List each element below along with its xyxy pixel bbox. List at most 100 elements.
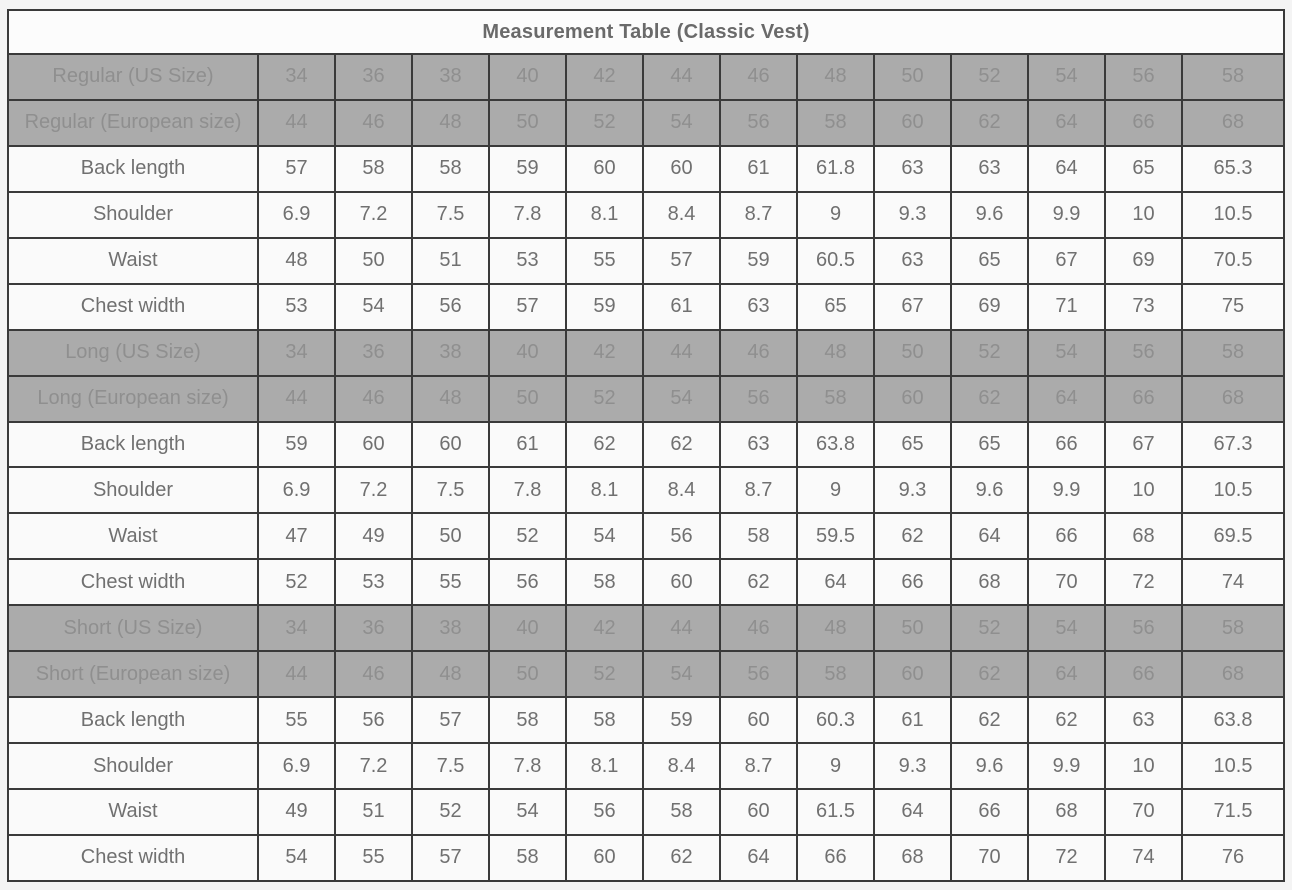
measurement-cell: 57: [411, 833, 490, 883]
measurement-cell: 46: [334, 650, 413, 699]
measurement-cell: 66: [1027, 512, 1106, 561]
measurement-cell: 66: [1104, 650, 1183, 699]
measurement-table: Measurement Table (Classic Vest) Regular…: [7, 9, 1285, 883]
measurement-cell: 9: [796, 190, 875, 239]
measurement-row: Chest width 53 54 56 57 59 61 63 65 67 69 71 73 75: [7, 282, 1285, 331]
measurement-cell: 59: [719, 236, 798, 285]
measurement-cell: 53: [334, 558, 413, 607]
measurement-cell: 7.5: [411, 466, 490, 515]
measurement-cell: 58: [796, 650, 875, 699]
measurement-row: Waist 47 49 50 52 54 56 58 59.5 62 64 66 68 69.5: [7, 512, 1285, 561]
measurement-cell: 58: [719, 512, 798, 561]
measurement-cell: 54: [1027, 328, 1106, 377]
measurement-cell: 59: [257, 420, 336, 469]
measurement-cell: 60: [565, 144, 644, 193]
measurement-cell: 44: [642, 604, 721, 653]
measurement-cell: 73: [1104, 282, 1183, 331]
measurement-cell: 7.2: [334, 190, 413, 239]
measurement-cell: 44: [642, 53, 721, 101]
row-label: Chest width: [7, 558, 259, 607]
measurement-cell: 68: [1181, 374, 1285, 423]
measurement-cell: 55: [257, 696, 336, 745]
measurement-cell: 8.4: [642, 466, 721, 515]
measurement-cell: 60: [719, 788, 798, 836]
measurement-cell: 38: [411, 53, 490, 101]
measurement-cell: 9.9: [1027, 742, 1106, 790]
measurement-cell: 52: [950, 604, 1029, 653]
measurement-cell: 63: [719, 420, 798, 469]
measurement-cell: 50: [488, 98, 567, 147]
measurement-cell: 49: [257, 788, 336, 836]
measurement-cell: 58: [1181, 604, 1285, 653]
measurement-cell: 36: [334, 53, 413, 101]
measurement-cell: 52: [565, 650, 644, 699]
measurement-cell: 54: [642, 98, 721, 147]
row-label: Waist: [7, 788, 259, 836]
measurement-cell: 34: [257, 53, 336, 101]
measurement-cell: 8.1: [565, 466, 644, 515]
measurement-cell: 64: [1027, 98, 1106, 147]
measurement-cell: 63.8: [796, 420, 875, 469]
measurement-cell: 52: [565, 98, 644, 147]
row-label: Shoulder: [7, 190, 259, 239]
measurement-cell: 48: [411, 374, 490, 423]
measurement-cell: 10: [1104, 190, 1183, 239]
measurement-cell: 56: [334, 696, 413, 745]
measurement-cell: 67.3: [1181, 420, 1285, 469]
measurement-cell: 60: [411, 420, 490, 469]
measurement-cell: 65: [1104, 144, 1183, 193]
measurement-cell: 10.5: [1181, 742, 1285, 790]
measurement-cell: 62: [642, 420, 721, 469]
measurement-cell: 46: [719, 328, 798, 377]
measurement-cell: 10: [1104, 466, 1183, 515]
measurement-cell: 48: [796, 53, 875, 101]
measurement-cell: 58: [1181, 53, 1285, 101]
measurement-cell: 34: [257, 328, 336, 377]
measurement-cell: 48: [257, 236, 336, 285]
row-label: Regular (US Size): [7, 53, 259, 101]
measurement-cell: 68: [950, 558, 1029, 607]
measurement-cell: 57: [411, 696, 490, 745]
measurement-cell: 68: [873, 833, 952, 883]
measurement-cell: 59: [565, 282, 644, 331]
measurement-cell: 56: [1104, 604, 1183, 653]
measurement-cell: 8.1: [565, 742, 644, 790]
measurement-cell: 7.2: [334, 466, 413, 515]
measurement-cell: 65.3: [1181, 144, 1285, 193]
measurement-cell: 56: [719, 374, 798, 423]
measurement-cell: 57: [488, 282, 567, 331]
measurement-cell: 38: [411, 328, 490, 377]
measurement-cell: 8.4: [642, 742, 721, 790]
measurement-cell: 52: [565, 374, 644, 423]
measurement-cell: 50: [488, 650, 567, 699]
measurement-cell: 40: [488, 604, 567, 653]
measurement-cell: 63: [950, 144, 1029, 193]
measurement-cell: 68: [1027, 788, 1106, 836]
measurement-cell: 44: [257, 650, 336, 699]
measurement-cell: 54: [1027, 604, 1106, 653]
measurement-cell: 66: [1104, 374, 1183, 423]
measurement-cell: 50: [488, 374, 567, 423]
measurement-cell: 56: [719, 650, 798, 699]
measurement-cell: 67: [873, 282, 952, 331]
measurement-cell: 8.7: [719, 466, 798, 515]
measurement-cell: 64: [873, 788, 952, 836]
measurement-cell: 69: [1104, 236, 1183, 285]
size-header-row: Short (US Size) 34 36 38 40 42 44 46 48 50 52 54 56 5…: [7, 604, 1285, 653]
measurement-cell: 48: [796, 604, 875, 653]
measurement-cell: 60: [642, 558, 721, 607]
measurement-cell: 67: [1027, 236, 1106, 285]
measurement-cell: 64: [1027, 374, 1106, 423]
measurement-cell: 72: [1104, 558, 1183, 607]
table-title: Measurement Table (Classic Vest): [7, 9, 1285, 55]
measurement-cell: 58: [565, 558, 644, 607]
size-header-row: Long (US Size) 34 36 38 40 42 44 46 48 50 52 54 56 58: [7, 328, 1285, 377]
measurement-cell: 62: [950, 696, 1029, 745]
measurement-cell: 65: [873, 420, 952, 469]
measurement-cell: 9.3: [873, 742, 952, 790]
measurement-cell: 9.9: [1027, 190, 1106, 239]
measurement-cell: 56: [488, 558, 567, 607]
measurement-cell: 62: [642, 833, 721, 883]
row-label: Back length: [7, 696, 259, 745]
measurement-cell: 58: [488, 833, 567, 883]
